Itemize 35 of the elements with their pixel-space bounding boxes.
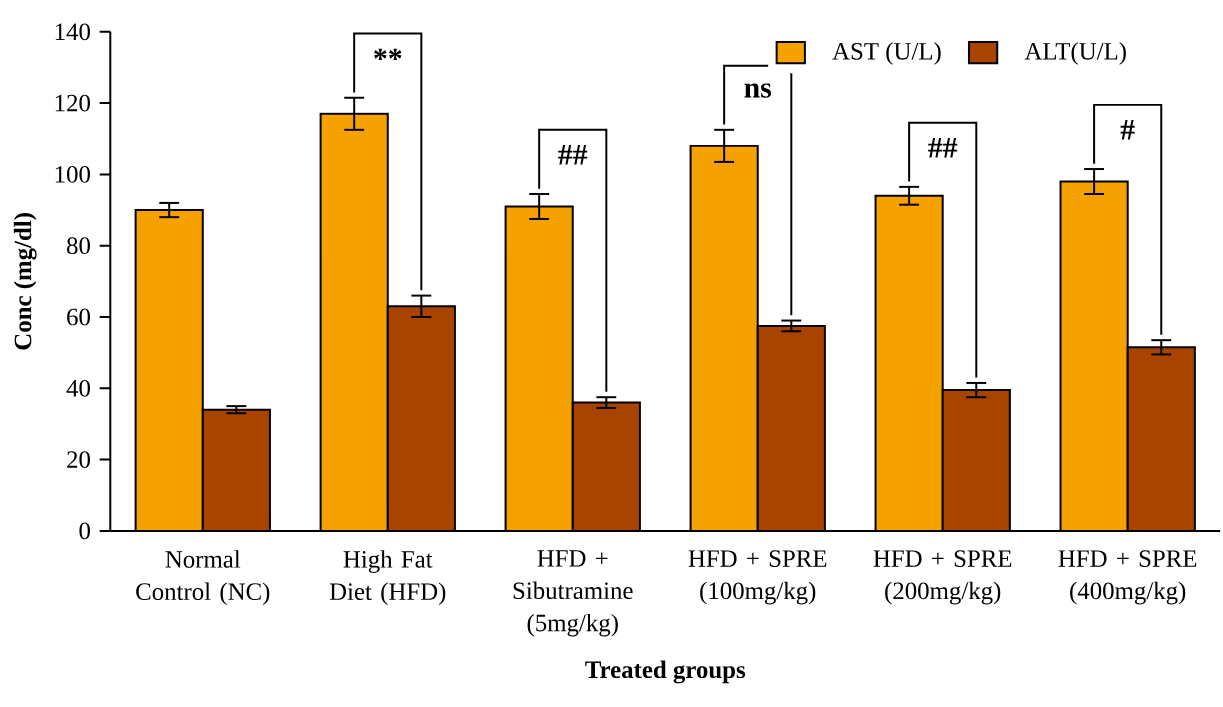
bar [757, 325, 825, 531]
y-tick-label: 0 [79, 522, 90, 540]
x-tick-label: HFD + Sibutramine (5mg/kg) [513, 550, 633, 637]
bar [320, 113, 388, 531]
bar [572, 402, 640, 531]
x-tick-label: High Fat Diet (HFD) [329, 550, 446, 606]
x-tick-label: HFD + SPRE (200mg/kg) [873, 550, 1012, 605]
bar [135, 210, 203, 531]
y-tick-label: 120 [55, 94, 90, 112]
y-tick-label: 40 [66, 379, 90, 397]
y-tick-label: 100 [55, 166, 90, 183]
x-axis-title: Treated groups [585, 660, 746, 684]
x-tick-label: HFD + SPRE (100mg/kg) [688, 550, 827, 605]
annotation: ## [928, 137, 958, 158]
legend-label: AST (U/L) [832, 42, 941, 65]
annotation: ns [744, 83, 772, 98]
y-tick-label: 80 [67, 237, 90, 255]
annotation: ** [374, 48, 402, 60]
x-tick-label: HFD + SPRE (400mg/kg) [1058, 550, 1197, 605]
y-tick-label: 20 [67, 451, 90, 468]
annotation: ## [558, 145, 588, 165]
bar [690, 145, 758, 531]
y-tick-label: 140 [55, 23, 90, 41]
y-axis-title: Conc (mg/dl) [13, 213, 37, 350]
bar [202, 409, 270, 531]
legend-label: ALT(U/L) [1024, 42, 1126, 65]
y-tick-label: 60 [67, 308, 90, 326]
bar [505, 206, 573, 531]
x-tick-label: Normal Control (NC) [136, 550, 270, 606]
bar [387, 306, 455, 531]
bar [875, 195, 943, 531]
bar [1126, 346, 1196, 531]
bar [1059, 180, 1129, 531]
bar [942, 390, 1010, 531]
annotation: # [1120, 120, 1135, 140]
